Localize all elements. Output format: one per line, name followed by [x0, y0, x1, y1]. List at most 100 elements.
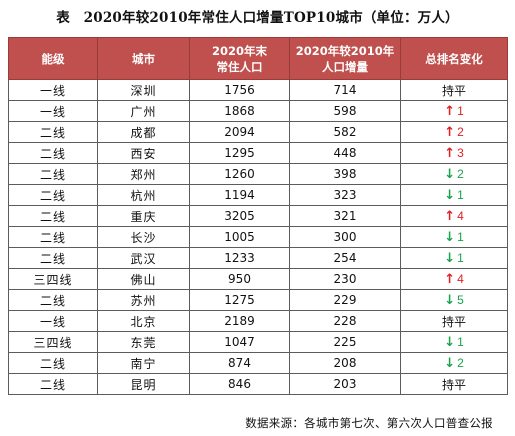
- tier-cell: 三四线: [8, 331, 98, 353]
- increase-cell: 598: [289, 100, 401, 122]
- rank-change-cell: 持平: [400, 373, 508, 395]
- arrow-up-icon: ↑: [444, 208, 456, 224]
- increase-cell: 229: [289, 289, 401, 311]
- tier-cell: 三四线: [8, 268, 98, 290]
- increase-cell: 208: [289, 352, 401, 374]
- tier-cell: 二线: [8, 247, 98, 269]
- population-table: 能级 城市 2020年末 常住人口 2020年较2010年 人口增量 总排名变化 一…: [8, 37, 508, 395]
- rank-change-value: 2: [457, 355, 464, 370]
- header-row: 能级 城市 2020年末 常住人口 2020年较2010年 人口增量 总排名变化: [8, 37, 508, 80]
- increase-cell: 582: [289, 121, 401, 143]
- rank-change-cell: 持平: [400, 310, 508, 332]
- table-row: 二线 西安 1295 448 ↑ 3: [8, 142, 508, 164]
- tier-cell: 一线: [8, 100, 98, 122]
- pop2020-cell: 1047: [189, 331, 290, 353]
- increase-cell: 254: [289, 247, 401, 269]
- table-row: 二线 苏州 1275 229 ↓ 5: [8, 289, 508, 311]
- pop2020-cell: 1756: [189, 79, 290, 101]
- tier-cell: 二线: [8, 142, 98, 164]
- rank-flat-label: 持平: [441, 83, 466, 98]
- city-cell: 武汉: [97, 247, 190, 269]
- arrow-down-icon: ↓: [444, 355, 456, 371]
- rank-change-value: 1: [457, 103, 464, 118]
- arrow-down-icon: ↓: [444, 229, 456, 245]
- pop2020-cell: 1275: [189, 289, 290, 311]
- table-row: 二线 杭州 1194 323 ↓ 1: [8, 184, 508, 206]
- pop2020-cell: 874: [189, 352, 290, 374]
- rank-change-cell: ↓ 2: [400, 352, 508, 374]
- city-cell: 西安: [97, 142, 190, 164]
- table-row: 二线 长沙 1005 300 ↓ 1: [8, 226, 508, 248]
- rank-change-value: 1: [457, 187, 464, 202]
- pop2020-cell: 3205: [189, 205, 290, 227]
- pop2020-cell: 1260: [189, 163, 290, 185]
- rank-change-cell: ↓ 2: [400, 163, 508, 185]
- pop2020-cell: 846: [189, 373, 290, 395]
- header-increase: 2020年较2010年 人口增量: [289, 37, 401, 80]
- increase-cell: 230: [289, 268, 401, 290]
- arrow-up-icon: ↑: [444, 145, 456, 161]
- city-cell: 昆明: [97, 373, 190, 395]
- pop2020-cell: 2189: [189, 310, 290, 332]
- arrow-up-icon: ↑: [444, 271, 456, 287]
- rank-flat-label: 持平: [441, 377, 466, 392]
- rank-change-value: 1: [457, 334, 464, 349]
- rank-change-cell: ↑ 4: [400, 205, 508, 227]
- city-cell: 北京: [97, 310, 190, 332]
- header-city: 城市: [97, 37, 190, 80]
- rank-change-value: 2: [457, 124, 464, 139]
- city-cell: 郑州: [97, 163, 190, 185]
- increase-cell: 203: [289, 373, 401, 395]
- city-cell: 东莞: [97, 331, 190, 353]
- city-cell: 重庆: [97, 205, 190, 227]
- table-row: 三四线 东莞 1047 225 ↓ 1: [8, 331, 508, 353]
- rank-change-cell: ↓ 1: [400, 226, 508, 248]
- arrow-down-icon: ↓: [444, 334, 456, 350]
- table-row: 一线 广州 1868 598 ↑ 1: [8, 100, 508, 122]
- city-cell: 成都: [97, 121, 190, 143]
- increase-cell: 228: [289, 310, 401, 332]
- tier-cell: 一线: [8, 79, 98, 101]
- rank-change-cell: ↓ 1: [400, 247, 508, 269]
- tier-cell: 二线: [8, 352, 98, 374]
- table-body: 一线 深圳 1756 714 持平 一线 广州 1868 598 ↑ 1 二线 成都 2094 582 ↑ 2 二…: [8, 79, 508, 395]
- arrow-up-icon: ↑: [444, 103, 456, 119]
- tier-cell: 一线: [8, 310, 98, 332]
- rank-change-cell: 持平: [400, 79, 508, 101]
- city-cell: 长沙: [97, 226, 190, 248]
- table-row: 一线 深圳 1756 714 持平: [8, 79, 508, 101]
- arrow-down-icon: ↓: [444, 187, 456, 203]
- rank-flat-label: 持平: [441, 314, 466, 329]
- increase-cell: 323: [289, 184, 401, 206]
- increase-cell: 225: [289, 331, 401, 353]
- city-cell: 佛山: [97, 268, 190, 290]
- increase-cell: 714: [289, 79, 401, 101]
- source-note: 数据来源：各城市第七次、第六次人口普查公报: [245, 416, 493, 430]
- tier-cell: 二线: [8, 121, 98, 143]
- table-title: 表 2020年较2010年常住人口增量TOP10城市（单位：万人）: [56, 10, 459, 26]
- increase-cell: 448: [289, 142, 401, 164]
- table-row: 二线 武汉 1233 254 ↓ 1: [8, 247, 508, 269]
- rank-change-value: 4: [457, 271, 464, 286]
- pop2020-cell: 2094: [189, 121, 290, 143]
- table-row: 二线 郑州 1260 398 ↓ 2: [8, 163, 508, 185]
- table-row: 二线 昆明 846 203 持平: [8, 373, 508, 395]
- rank-change-value: 1: [457, 250, 464, 265]
- increase-cell: 398: [289, 163, 401, 185]
- tier-cell: 二线: [8, 163, 98, 185]
- rank-change-cell: ↓ 1: [400, 331, 508, 353]
- header-pop2020: 2020年末 常住人口: [189, 37, 290, 80]
- arrow-down-icon: ↓: [444, 166, 456, 182]
- table-row: 二线 重庆 3205 321 ↑ 4: [8, 205, 508, 227]
- increase-cell: 300: [289, 226, 401, 248]
- rank-change-cell: ↑ 1: [400, 100, 508, 122]
- pop2020-cell: 950: [189, 268, 290, 290]
- rank-change-value: 2: [457, 166, 464, 181]
- rank-change-value: 3: [457, 145, 464, 160]
- city-cell: 深圳: [97, 79, 190, 101]
- city-cell: 南宁: [97, 352, 190, 374]
- header-tier: 能级: [8, 37, 98, 80]
- table-row: 二线 南宁 874 208 ↓ 2: [8, 352, 508, 374]
- pop2020-cell: 1295: [189, 142, 290, 164]
- arrow-down-icon: ↓: [444, 292, 456, 308]
